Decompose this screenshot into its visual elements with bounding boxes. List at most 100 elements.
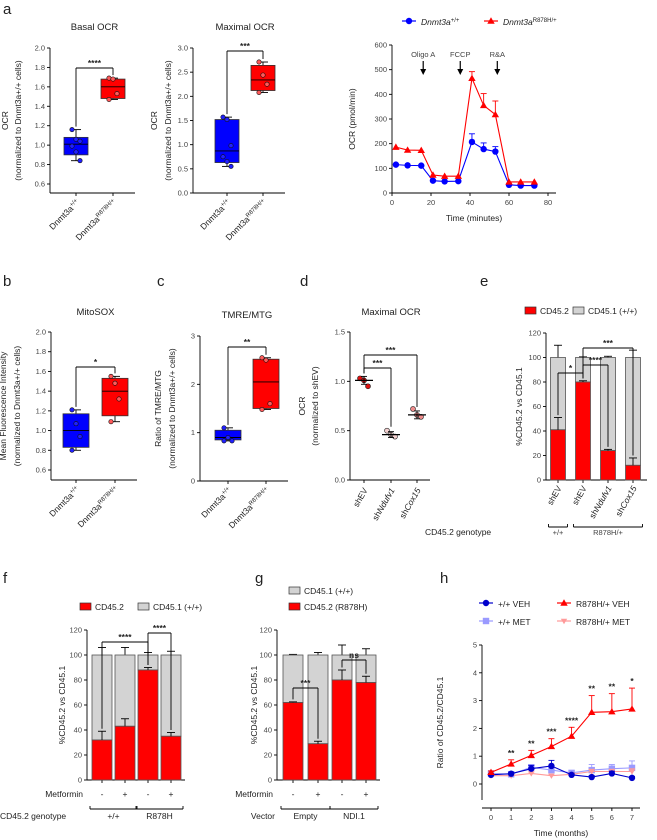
arrow-icon (457, 69, 464, 75)
data-point (69, 407, 75, 413)
data-point (77, 158, 83, 164)
series-line (395, 141, 535, 187)
category-label-italic: Cox15 (618, 484, 639, 511)
y-tick-label: 1.5 (178, 116, 188, 125)
data-point (547, 742, 556, 750)
data-point (429, 171, 437, 178)
y-axis-label: OCR (297, 397, 307, 416)
data-point (73, 136, 79, 142)
data-point (608, 708, 616, 715)
y-tick-label: 3 (191, 332, 195, 341)
y-tick-label: 1.0 (36, 426, 46, 435)
data-point (106, 96, 112, 102)
category-label: shEV (351, 486, 370, 509)
panel-label: f (3, 570, 8, 587)
y-tick-label: 2.0 (35, 44, 45, 53)
data-point (259, 355, 265, 361)
data-point (256, 89, 262, 95)
category-label: shCox15 (613, 484, 639, 518)
legend-swatch (79, 602, 92, 611)
significance-label: * (630, 676, 634, 686)
y-axis-label: Ratio of TMRE/MTG (153, 370, 163, 447)
category-label-superscript: +/+ (220, 198, 231, 209)
y-tick-label: 120 (528, 329, 541, 338)
category-label-italic: Cox15 (402, 486, 423, 513)
box (100, 78, 126, 99)
data-point (69, 447, 75, 453)
y-tick-label: 400 (374, 90, 387, 99)
category-label: shEV (570, 484, 589, 507)
category-label: shCox15 (397, 486, 423, 520)
y-tick-label: 4 (473, 668, 477, 677)
x-axis-label: Time (minutes) (446, 213, 503, 223)
data-point (224, 117, 230, 123)
x-tick-label: 7 (630, 813, 634, 822)
legend-marker (482, 599, 490, 607)
data-point (417, 146, 425, 154)
data-point (264, 81, 270, 87)
y-axis-label: Mean Fluorescence Intensity (0, 351, 8, 460)
data-point (108, 373, 114, 379)
bar-segment-cd45-2 (575, 381, 591, 481)
y-axis-label: %CD45.2 vs CD45.1 (514, 367, 524, 446)
legend-label: CD45.1 (+/+) (304, 586, 353, 596)
significance-label: *** (546, 727, 557, 737)
y-tick-label: 1.0 (335, 377, 345, 386)
y-tick-label: 40 (74, 726, 82, 735)
bar-segment-cd45-2 (307, 743, 329, 781)
bar-segment-cd45-2 (355, 682, 377, 781)
series-line (490, 765, 633, 779)
panel-label: c (157, 273, 165, 290)
legend-label: +/+ MET (498, 617, 531, 627)
category-label: shNdufv1 (370, 486, 397, 522)
legend-label: Dnmt3a+/+ (421, 17, 460, 27)
panel-label: g (255, 570, 263, 587)
y-tick-label: 80 (74, 676, 82, 685)
x-tick-label: 60 (505, 198, 513, 207)
row-value: - (292, 789, 295, 799)
y-tick-label: 200 (374, 139, 387, 148)
data-point (77, 138, 83, 144)
chart-title: MitoSOX (76, 307, 115, 318)
box (250, 65, 276, 91)
panel-label: d (300, 273, 308, 290)
data-point (548, 773, 555, 779)
box (252, 358, 280, 409)
group-row-label: CD45.2 genotype (425, 527, 491, 537)
legend-label-superscript: R878H/+ (533, 18, 557, 24)
data-point (487, 768, 495, 776)
data-point (588, 769, 595, 775)
data-point (492, 148, 499, 155)
legend-marker (405, 17, 413, 25)
x-tick-label: 1 (509, 813, 513, 822)
y-tick-label: 0 (473, 780, 477, 789)
data-point (73, 149, 79, 155)
row-value: - (147, 789, 150, 799)
y-tick-label: 60 (533, 402, 541, 411)
y-tick-label: 100 (528, 353, 541, 362)
category-label: Dnmt3a+/+ (199, 485, 234, 520)
y-tick-label: 0.8 (36, 446, 46, 455)
panel-label: h (440, 570, 448, 587)
data-point (110, 76, 116, 82)
legend-marker (560, 599, 568, 606)
category-label-main: shEV (545, 484, 564, 507)
legend-label: Dnmt3aR878H/+ (503, 17, 557, 27)
data-point (505, 178, 513, 185)
data-point (480, 145, 487, 153)
bar-segment-cd45-2 (625, 464, 641, 481)
y-tick-label: 2.0 (178, 92, 188, 101)
significance-label: ** (588, 684, 595, 694)
bar-segment-cd45-2 (600, 450, 616, 481)
y-tick-label: 0 (383, 189, 387, 198)
legend-swatch (288, 586, 301, 595)
x-tick-label: 3 (549, 813, 553, 822)
category-label-italic: Ndufv1 (592, 484, 614, 513)
significance-label: * (569, 363, 573, 373)
y-tick-label: 2.5 (178, 68, 188, 77)
x-tick-label: 6 (610, 813, 614, 822)
y-axis-label: (normalized to Dnmt3a+/+ cells) (12, 346, 22, 467)
group-label: +/+ (107, 811, 119, 821)
data-point (527, 751, 535, 759)
legend-swatch (137, 602, 150, 611)
